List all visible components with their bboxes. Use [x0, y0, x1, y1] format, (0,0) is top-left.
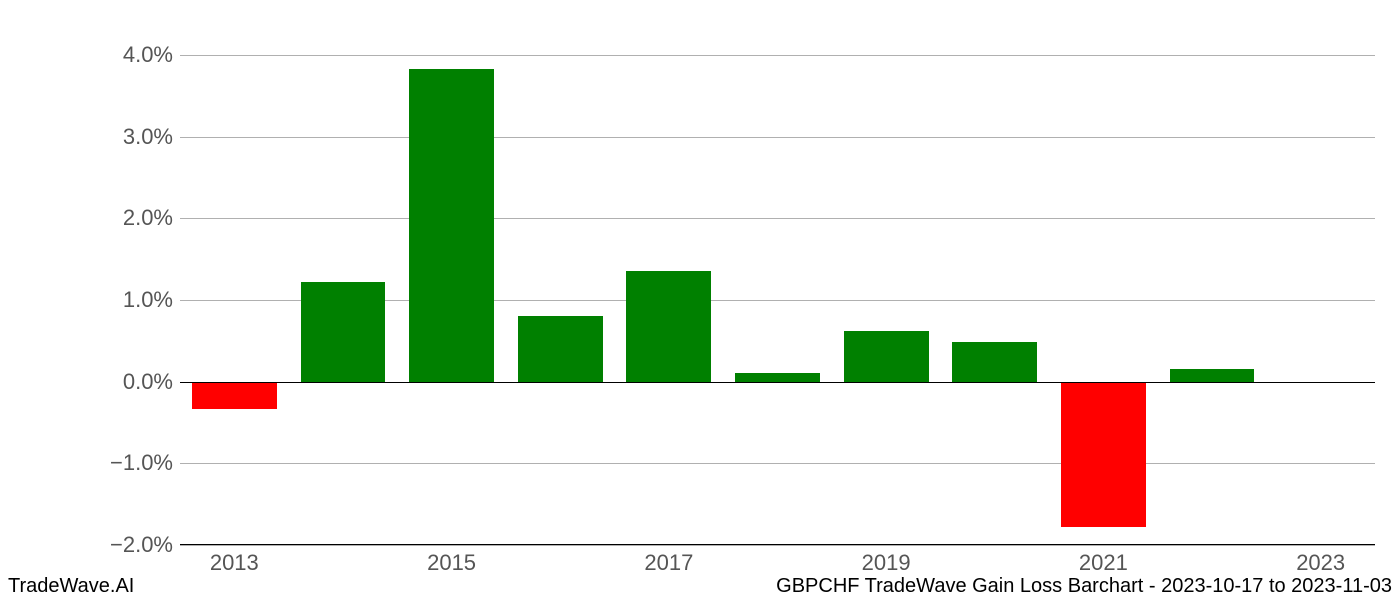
bar	[952, 342, 1037, 381]
footer-right-caption: GBPCHF TradeWave Gain Loss Barchart - 20…	[776, 575, 1392, 598]
x-tick-label: 2015	[427, 550, 476, 576]
gain-loss-barchart: −2.0% −1.0% 0.0% 1.0% 2.0% 3.0% 4.0% 2013 2015 2…	[0, 0, 1400, 600]
x-tick-label: 2023	[1296, 550, 1345, 576]
bar	[192, 382, 277, 409]
bar	[1061, 382, 1146, 527]
bar	[626, 271, 711, 382]
plot-area	[180, 55, 1375, 545]
y-tick-label: 2.0%	[8, 205, 173, 231]
bar	[409, 69, 494, 382]
bar	[1170, 369, 1255, 381]
y-tick-label: 1.0%	[8, 287, 173, 313]
x-tick-label: 2019	[862, 550, 911, 576]
y-tick-label: 0.0%	[8, 369, 173, 395]
gridline	[180, 463, 1375, 464]
x-tick-label: 2013	[210, 550, 259, 576]
y-tick-label: 4.0%	[8, 42, 173, 68]
bar	[735, 373, 820, 382]
zero-line	[180, 382, 1375, 383]
y-tick-label: −2.0%	[8, 532, 173, 558]
bar	[301, 282, 386, 382]
footer-left-brand: TradeWave.AI	[8, 575, 134, 598]
x-tick-label: 2021	[1079, 550, 1128, 576]
gridline	[180, 55, 1375, 56]
y-tick-label: 3.0%	[8, 124, 173, 150]
bar	[518, 316, 603, 381]
x-tick-label: 2017	[644, 550, 693, 576]
gridline	[180, 137, 1375, 138]
y-tick-label: −1.0%	[8, 450, 173, 476]
gridline	[180, 218, 1375, 219]
gridline	[180, 545, 1375, 546]
bar	[844, 331, 929, 382]
